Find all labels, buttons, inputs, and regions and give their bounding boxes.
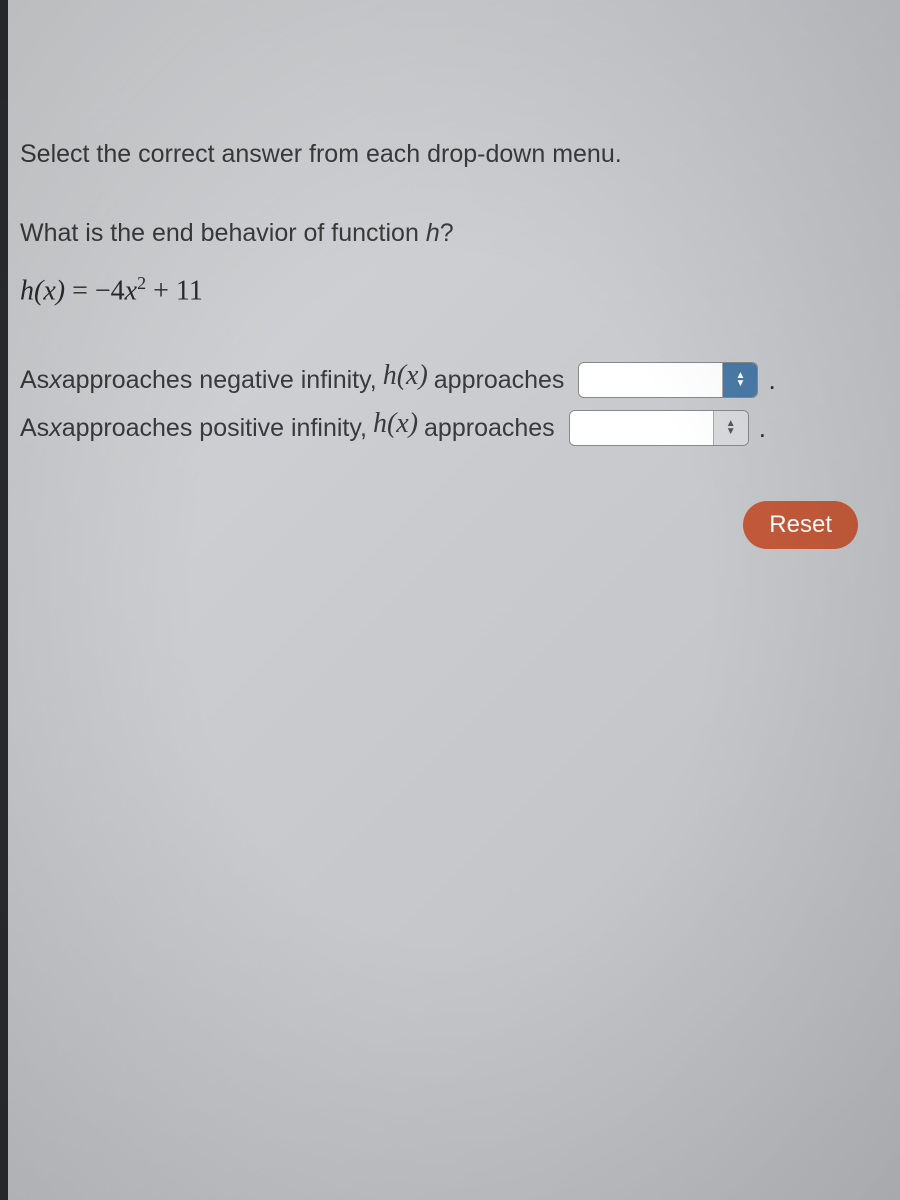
statement-row-positive-infinity: As x approaches positive infinity, h(x) … [20, 410, 880, 446]
instruction-text: Select the correct answer from each drop… [20, 140, 880, 169]
formula-eq: = [65, 275, 95, 306]
formula-rest: + 11 [146, 275, 203, 306]
formula-var: x [125, 275, 137, 306]
statement-after: approaches [434, 366, 565, 395]
statement-period: . [759, 413, 766, 444]
question-suffix: ? [440, 219, 454, 247]
screen-bezel [0, 0, 8, 1200]
dropdown-value [579, 363, 723, 397]
chevron-updown-icon: ▲▼ [723, 363, 757, 397]
formula-exponent: 2 [137, 273, 146, 293]
question-text: What is the end behavior of function h? [20, 219, 880, 248]
statement-mid: approaches negative infinity, [62, 366, 377, 395]
statement-period: . [768, 365, 775, 396]
statement-row-negative-infinity: As x approaches negative infinity, h(x) … [20, 362, 880, 398]
dropdown-value [570, 411, 714, 445]
formula: h(x) = −4x2 + 11 [20, 273, 880, 307]
reset-button[interactable]: Reset [743, 501, 858, 549]
statement-variable: x [49, 366, 62, 395]
button-row: Reset [20, 501, 880, 549]
question-content: Select the correct answer from each drop… [0, 0, 900, 569]
statement-hx: h(x) [383, 360, 428, 392]
statement-prefix: As [20, 414, 49, 443]
question-function-name: h [426, 219, 440, 247]
question-prefix: What is the end behavior of function [20, 219, 426, 247]
dropdown-negative-infinity[interactable]: ▲▼ [578, 362, 758, 398]
statement-prefix: As [20, 366, 49, 395]
statement-mid: approaches positive infinity, [62, 414, 367, 443]
formula-coef: −4 [95, 275, 125, 306]
chevron-updown-icon: ▲▼ [714, 411, 748, 445]
dropdown-positive-infinity[interactable]: ▲▼ [569, 410, 749, 446]
formula-lhs: h(x) [20, 275, 65, 306]
statement-hx: h(x) [373, 408, 418, 440]
statement-after: approaches [424, 414, 555, 443]
statement-variable: x [49, 414, 62, 443]
